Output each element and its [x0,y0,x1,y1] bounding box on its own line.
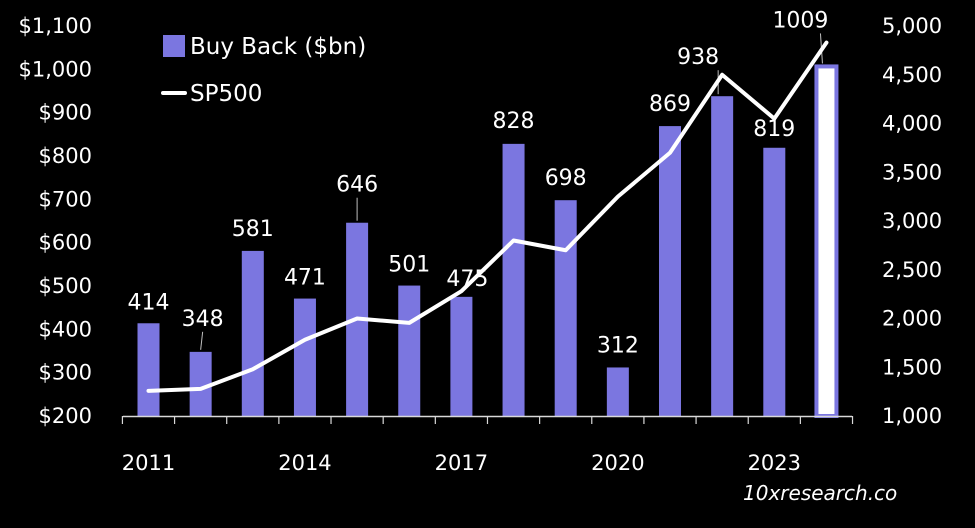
right-tick-label: 1,000 [882,404,942,428]
legend-swatch-buyback [163,35,185,57]
data-label-2019: 698 [545,166,587,191]
legend-label-buyback: Buy Back ($bn) [190,34,366,60]
x-axis-ticks: 2011 2014 2017 2020 2023 [122,416,854,475]
buyback-bar-2014 [293,298,316,416]
left-axis-ticks: $200 $300 $400 $500 $600 $700 $800 $900 $1,000 $1… [19,14,92,428]
left-tick-label: $1,100 [19,14,92,38]
buyback-bar-2021 [659,126,681,416]
data-label-2015: 646 [336,173,378,198]
left-tick-label: $600 [39,231,92,255]
x-tick-label: 2017 [435,451,488,475]
legend-label-sp500: SP500 [190,81,262,107]
left-tick-label: $200 [39,404,92,428]
buyback-bar-2020 [606,367,629,416]
x-tick-label: 2014 [278,451,331,475]
data-label-2013: 581 [232,217,274,242]
data-label-2023: 819 [753,117,795,142]
left-tick-label: $400 [39,317,92,341]
data-label-2022: 938 [677,45,719,70]
data-label-2014: 471 [284,266,326,291]
buyback-bar-2019 [554,200,577,416]
right-tick-label: 2,500 [882,258,942,282]
x-tick-label: 2011 [122,451,175,475]
left-tick-label: $300 [39,361,92,385]
left-tick-label: $900 [39,101,92,125]
data-label-2018: 828 [493,109,535,134]
buyback-bar-2024 [814,64,839,419]
right-tick-label: 5,000 [882,14,942,38]
data-label-2016: 501 [388,253,430,278]
watermark: 10xresearch.co [743,481,897,505]
data-label-2024: 1009 [772,8,828,33]
data-label-2017: 475 [446,267,488,292]
buyback-bar-2012 [189,351,212,416]
data-label-2012: 348 [182,307,224,332]
legend: Buy Back ($bn) SP500 [161,34,366,107]
left-tick-label: $800 [39,144,92,168]
buyback-bar-2011 [137,323,160,416]
right-axis-ticks: 1,000 1,500 2,000 2,500 3,000 3,500 4,000 4,500… [882,14,942,428]
x-tick-label: 2020 [591,451,644,475]
x-tick-label: 2023 [748,451,801,475]
right-tick-label: 2,000 [882,307,942,331]
sp500-line [146,40,829,393]
right-tick-label: 4,000 [882,112,942,136]
leader-line-2012 [200,331,204,350]
data-label-2011: 414 [128,290,170,315]
buyback-bar-2023 [763,147,786,416]
right-tick-label: 4,500 [882,63,942,87]
buyback-bar-2022 [711,96,734,416]
buyback-bar-2016 [398,285,421,416]
sp500-line-layer [146,40,829,393]
right-tick-label: 3,000 [882,209,942,233]
left-tick-label: $1,000 [19,57,92,81]
right-tick-label: 3,500 [882,160,942,184]
buyback-bar-2018 [502,143,525,416]
left-tick-label: $700 [39,187,92,211]
buyback-bar-2017 [450,296,473,416]
data-label-2020: 312 [597,333,639,358]
left-tick-label: $500 [39,274,92,298]
bar-data-labels: 414 348 581 471 646 501 475 828 698 312 869 938 819 1… [128,8,829,358]
data-label-2021: 869 [649,92,691,117]
buyback-bar-2013 [241,250,264,416]
right-tick-label: 1,500 [882,355,942,379]
